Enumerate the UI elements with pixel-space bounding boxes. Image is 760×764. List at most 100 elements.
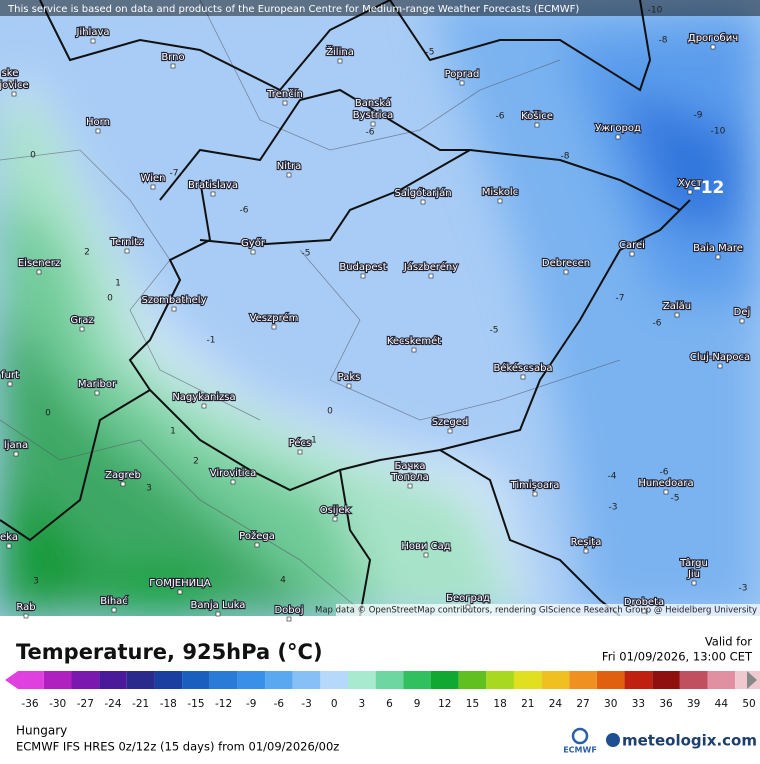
colorbar-segment xyxy=(43,671,72,689)
city-dot xyxy=(674,312,680,318)
city-label: furt xyxy=(1,370,19,381)
colorbar-arrow-left xyxy=(5,671,18,689)
city-label: Szeged xyxy=(432,417,469,428)
city-label: Târgu xyxy=(679,557,708,569)
colorbar-segment xyxy=(513,671,542,689)
legend-title: Temperature, 925hPa (°C) xyxy=(16,640,323,664)
colorbar-segment xyxy=(375,671,404,689)
city-dot xyxy=(411,347,417,353)
site-icon xyxy=(606,733,620,747)
colorbar-tick-label: 21 xyxy=(521,698,534,710)
contour-label: 3 xyxy=(33,577,39,587)
colorbar-tick-label: 15 xyxy=(466,698,479,710)
colorbar-tick-label: 27 xyxy=(576,698,589,710)
city-label: Нови Сад xyxy=(401,541,450,552)
contour-label: -5 xyxy=(426,48,435,58)
colorbar-tick-label: 36 xyxy=(659,698,673,710)
contour-label: 4 xyxy=(280,576,286,586)
colorbar-segment xyxy=(541,671,570,689)
colorbar-segment xyxy=(403,671,431,689)
city-dot xyxy=(459,80,465,86)
colorbar-tick-label: 9 xyxy=(414,698,421,710)
ecmwf-icon xyxy=(571,727,589,745)
colorbar-segment xyxy=(458,671,487,689)
city-label: Győr xyxy=(241,237,266,249)
contour-label: -5 xyxy=(302,249,311,259)
colorbar-segment xyxy=(265,671,293,689)
city-label: Horn xyxy=(86,117,110,128)
contour-label: -1 xyxy=(207,336,216,346)
city-dot xyxy=(94,390,100,396)
contour-label: 3 xyxy=(146,484,152,494)
city-dot xyxy=(407,472,413,478)
colorbar-tick-label: -3 xyxy=(301,698,311,710)
contour-label: 2 xyxy=(84,248,90,258)
colorbar-tick-label: -12 xyxy=(215,698,232,710)
map xyxy=(0,0,760,616)
city-label: jovice xyxy=(0,80,29,91)
contour-label: 0 xyxy=(107,294,113,304)
colorbar-arrow-right xyxy=(747,671,757,689)
ecmwf-logo: ECMWF xyxy=(563,746,597,755)
city-dot xyxy=(428,273,434,279)
city-dot xyxy=(201,403,207,409)
city-dot xyxy=(520,374,526,380)
colorbar-segment xyxy=(154,671,183,689)
colorbar-segment xyxy=(430,671,459,689)
colorbar-segment xyxy=(99,671,127,689)
colorbar-segment xyxy=(292,671,321,689)
city-label: Debrecen xyxy=(542,258,590,269)
region: Hungary xyxy=(16,724,67,738)
city-dot xyxy=(346,383,352,389)
contour-label: -6 xyxy=(240,206,249,216)
city-dot xyxy=(254,542,260,548)
city-dot xyxy=(532,491,538,497)
city-label: Pécs xyxy=(289,437,312,449)
city-dot xyxy=(641,608,647,614)
city-label: Trenčín xyxy=(266,88,303,100)
city-label: Poprad xyxy=(445,69,480,80)
city-label: Virovitica xyxy=(210,468,256,479)
contour-label: -10 xyxy=(711,127,726,137)
model-info: ECMWF IFS HRES 0z/12z (15 days) from 01/… xyxy=(16,740,339,754)
colorbar-segment xyxy=(320,671,349,689)
colorbar-segment xyxy=(652,671,680,689)
colorbar-segment xyxy=(679,671,708,689)
city-label: Nagykanizsa xyxy=(172,392,235,403)
contour-label: -5 xyxy=(671,494,680,504)
attribution: This service is based on data and produc… xyxy=(7,4,579,15)
city-dot xyxy=(370,109,376,115)
colorbar-tick-label: 6 xyxy=(386,698,393,710)
city-dot xyxy=(691,580,697,586)
city-label: Bystrica xyxy=(353,110,393,121)
contour-label: -10 xyxy=(648,6,663,16)
city-dot xyxy=(297,449,303,455)
site-logo: meteologix.com xyxy=(622,732,757,750)
city-dot xyxy=(534,122,540,128)
city-label: Banská xyxy=(355,97,391,109)
colorbar-tick-label: 18 xyxy=(493,698,506,710)
city-label: Rab xyxy=(16,602,35,613)
city-dot xyxy=(710,44,716,50)
city-label: Békéscsaba xyxy=(493,362,552,374)
colorbar-segment xyxy=(348,671,376,689)
city-dot xyxy=(177,589,183,595)
city-dot xyxy=(370,121,376,127)
city-dot xyxy=(36,269,42,275)
city-dot xyxy=(250,249,256,255)
city-label: Jiu xyxy=(687,569,700,580)
colorbar-tick-label: -24 xyxy=(104,698,121,710)
contour-label: 0 xyxy=(30,151,36,161)
city-label: Drobeta xyxy=(624,597,664,608)
city-label: Miskolc xyxy=(482,187,518,198)
colorbar-tick-label: -36 xyxy=(21,698,38,710)
colorbar-tick-label: -6 xyxy=(274,698,285,710)
city-label: Banja Luka xyxy=(191,600,246,611)
contour-label: -3 xyxy=(739,584,748,594)
colorbar-tick-label: -30 xyxy=(49,698,66,710)
contour-label: -5 xyxy=(490,326,499,336)
contour-label: -8 xyxy=(659,36,668,46)
contour-label: -8 xyxy=(561,152,570,162)
city-label: Dej xyxy=(734,307,751,318)
